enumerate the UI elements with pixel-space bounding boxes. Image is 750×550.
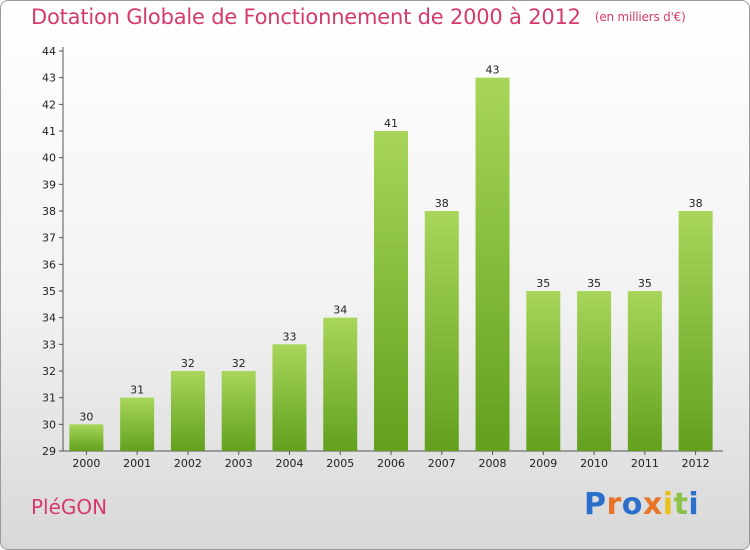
- bar-2009: [526, 291, 561, 451]
- bar-2001: [120, 397, 155, 451]
- y-tick-label: 32: [42, 365, 56, 378]
- bar-value-label: 33: [282, 330, 296, 343]
- bar-2012: [678, 211, 713, 451]
- x-tick-label: 2010: [580, 457, 608, 470]
- bar-2000: [69, 424, 104, 451]
- bar-value-label: 32: [181, 357, 195, 370]
- bar-value-label: 35: [587, 277, 601, 290]
- x-tick-label: 2009: [529, 457, 557, 470]
- y-tick-label: 29: [42, 445, 56, 458]
- bar-value-label: 38: [435, 197, 449, 210]
- bar-2010: [577, 291, 612, 451]
- x-tick-label: 2000: [72, 457, 100, 470]
- bar-value-label: 43: [486, 64, 500, 77]
- bar-2004: [272, 344, 307, 451]
- y-tick-label: 38: [42, 205, 56, 218]
- y-tick-label: 35: [42, 285, 56, 298]
- bar-value-label: 31: [130, 384, 144, 397]
- logo-letter: x: [642, 487, 663, 522]
- x-tick-label: 2004: [275, 457, 303, 470]
- logo-letter: i: [688, 487, 700, 522]
- bar-2006: [374, 131, 408, 451]
- bar-value-label: 35: [638, 277, 652, 290]
- logo-letter: o: [621, 487, 643, 522]
- commune-name: PléGON: [31, 495, 108, 519]
- bar-value-label: 41: [384, 117, 398, 130]
- bar-2003: [221, 371, 256, 451]
- y-tick-label: 31: [42, 392, 56, 405]
- y-tick-label: 30: [42, 418, 56, 431]
- x-tick-label: 2007: [428, 457, 456, 470]
- y-tick-label: 33: [42, 338, 56, 351]
- x-tick-label: 2005: [326, 457, 354, 470]
- proxiti-logo[interactable]: Proxiti: [584, 487, 699, 522]
- logo-letter: i: [662, 487, 674, 522]
- chart-title: Dotation Globale de Fonctionnement de 20…: [31, 5, 686, 29]
- y-tick-label: 42: [42, 98, 56, 111]
- x-tick-label: 2006: [377, 457, 405, 470]
- x-tick-label: 2008: [479, 457, 507, 470]
- bars: 30 31 32 32 33 34 41 38 43 35 35 35 38: [69, 64, 713, 452]
- bar-2008: [475, 77, 510, 452]
- x-tick-label: 2003: [225, 457, 253, 470]
- logo-letter: r: [606, 487, 622, 522]
- unit-label: (en milliers d'€): [594, 10, 686, 24]
- logo-letter: P: [584, 487, 607, 522]
- axes: 29 30 31 32 33 34 35 36 37 38 39 40 41 42 43 44 2000 2001…: [42, 45, 723, 470]
- y-tick-label: 34: [42, 312, 56, 325]
- y-tick-label: 44: [42, 45, 56, 58]
- bar-value-label: 34: [333, 304, 347, 317]
- bar-2007: [424, 211, 459, 451]
- x-tick-label: 2012: [682, 457, 710, 470]
- y-tick-label: 43: [42, 72, 56, 85]
- bar-value-label: 35: [536, 277, 550, 290]
- bar-value-label: 32: [232, 357, 246, 370]
- bar-2011: [627, 291, 662, 451]
- x-tick-label: 2011: [631, 457, 659, 470]
- y-tick-label: 39: [42, 178, 56, 191]
- x-tick-label: 2002: [174, 457, 202, 470]
- y-tick-label: 41: [42, 125, 56, 138]
- bar-value-label: 38: [689, 197, 703, 210]
- x-tick-label: 2001: [123, 457, 151, 470]
- chart-title-text: Dotation Globale de Fonctionnement de 20…: [31, 5, 581, 29]
- bar-2002: [170, 371, 205, 451]
- y-tick-label: 36: [42, 258, 56, 271]
- y-tick-label: 40: [42, 152, 56, 165]
- bar-value-label: 30: [79, 410, 93, 423]
- y-tick-label: 37: [42, 232, 56, 245]
- bar-2005: [323, 317, 358, 451]
- logo-letter: t: [673, 487, 689, 522]
